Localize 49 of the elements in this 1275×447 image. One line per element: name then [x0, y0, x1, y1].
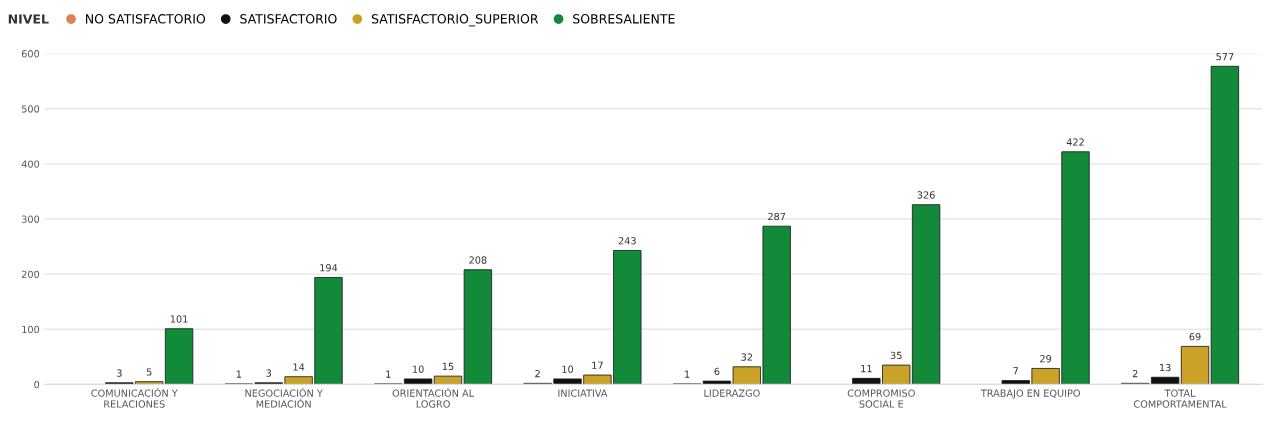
y-tick-label: 300	[21, 215, 40, 223]
y-tick-label: 600	[21, 50, 40, 58]
legend-title: NIVEL	[8, 14, 49, 24]
data-label: 2	[535, 369, 540, 378]
data-label: 3	[266, 369, 272, 377]
legend-label: SATISFACTORIO_SUPERIOR	[371, 14, 539, 27]
data-label: 1	[685, 370, 690, 378]
data-label: 194	[320, 264, 338, 272]
x-tick-label: ORIENTACIÓN AL LOGRO	[392, 387, 475, 408]
legend-label: SOBRESALIENTE	[573, 14, 675, 24]
data-label: 6	[714, 367, 720, 376]
data-label: 17	[592, 361, 603, 369]
y-tick-label: 400	[21, 160, 40, 168]
y-tick-label: 100	[22, 325, 40, 334]
data-label: 326	[917, 191, 935, 199]
data-label: 13	[1160, 363, 1171, 372]
y-tick-label: 0	[34, 380, 40, 389]
data-label: 10	[562, 365, 574, 373]
data-label: 14	[293, 363, 305, 371]
x-tick-label: TOTAL COMPORTAMENTAL	[1133, 389, 1227, 408]
data-label: 32	[741, 353, 753, 361]
data-label: 243	[618, 237, 636, 245]
data-label: 5	[146, 368, 152, 376]
data-label: 35	[890, 351, 902, 360]
x-tick-label: COMPROMISO SOCIAL E	[847, 389, 915, 408]
data-label: 1	[236, 370, 242, 378]
x-tick-label: LIDERAZGO	[704, 389, 760, 397]
data-label: 15	[442, 362, 454, 371]
data-label: 1	[386, 370, 391, 378]
x-tick-label: INICIATIVA	[558, 389, 608, 397]
data-label: 3	[116, 369, 122, 377]
data-label: 287	[768, 212, 786, 221]
data-label: 69	[1189, 332, 1201, 341]
data-label: 577	[1216, 53, 1234, 61]
x-tick-label: TRABAJO EN EQUIPO	[980, 389, 1080, 399]
y-tick-label: 500	[21, 105, 40, 113]
data-label: 208	[469, 256, 487, 264]
legend-label: SATISFACTORIO	[240, 14, 337, 24]
data-label: 2	[1132, 369, 1138, 378]
data-label: 7	[1013, 367, 1018, 375]
data-label: 101	[170, 315, 188, 323]
data-label: 29	[1040, 355, 1052, 363]
legend-label: NO SATISFACTORIO	[86, 14, 206, 24]
data-label: 422	[1066, 138, 1084, 146]
y-tick-label: 200	[21, 270, 40, 278]
data-label: 10	[413, 365, 424, 373]
x-tick-label: NEGOCIACIÓN Y MEDIACIÓN	[245, 387, 323, 408]
data-label: 11	[861, 365, 872, 373]
x-tick-label: COMUNICACIÓN Y RELACIONES	[91, 387, 178, 408]
